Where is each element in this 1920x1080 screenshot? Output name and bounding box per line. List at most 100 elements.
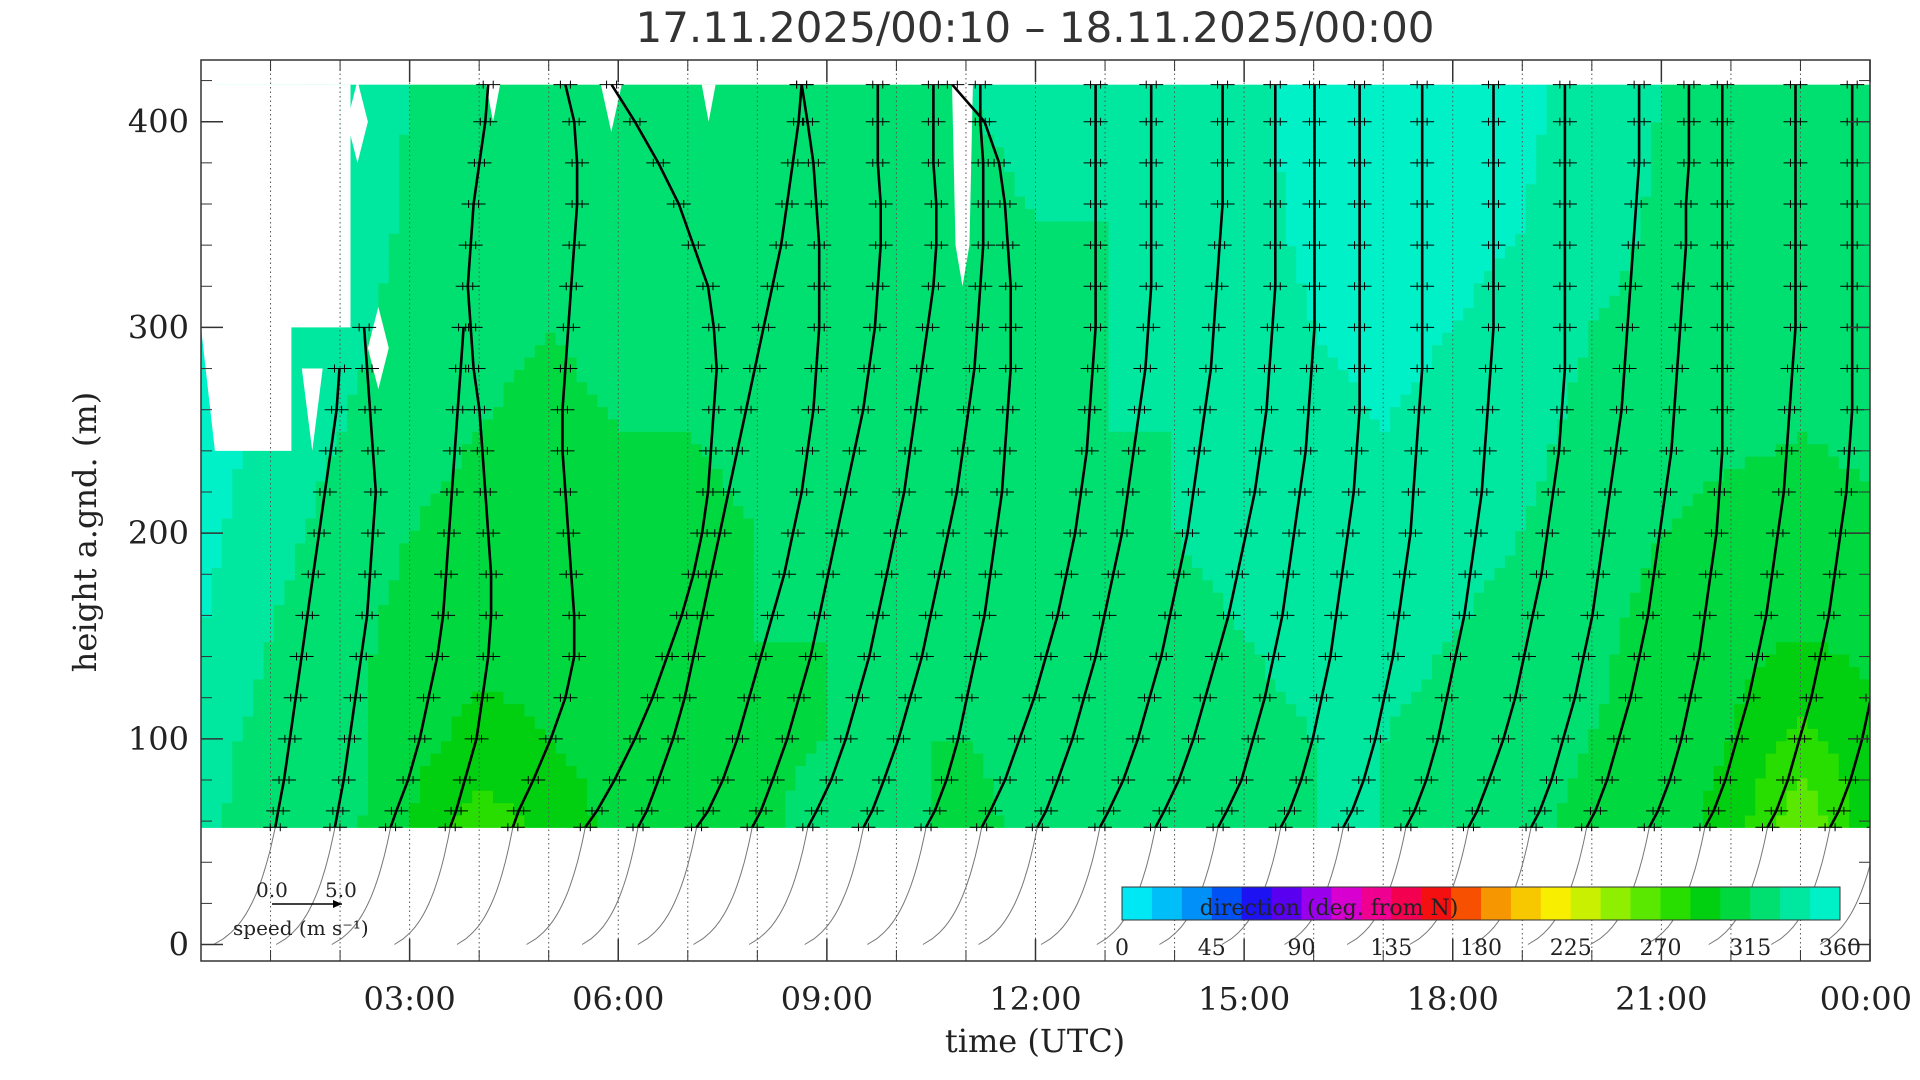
heatmap-cell xyxy=(326,802,338,816)
heatmap-cell xyxy=(764,493,776,507)
heatmap-cell xyxy=(837,814,849,828)
heatmap-cell xyxy=(764,579,776,593)
heatmap-cell xyxy=(253,629,265,643)
heatmap-cell xyxy=(920,555,932,568)
heatmap-cell xyxy=(722,666,734,680)
heatmap-cell xyxy=(983,208,995,222)
heatmap-cell xyxy=(336,493,348,507)
heatmap-cell xyxy=(399,84,411,98)
heatmap-cell xyxy=(879,703,891,717)
heatmap-cell xyxy=(1045,517,1057,531)
heatmap-cell xyxy=(826,666,838,680)
heatmap-cell xyxy=(816,604,828,618)
heatmap-cell xyxy=(826,814,838,828)
heatmap-cell xyxy=(993,740,1005,754)
heatmap-cell xyxy=(983,270,995,284)
heatmap-cell xyxy=(493,183,505,197)
heatmap-cell xyxy=(659,765,671,779)
heatmap-cell xyxy=(952,555,964,568)
heatmap-cell xyxy=(472,109,484,123)
heatmap-cell xyxy=(732,765,745,779)
heatmap-cell xyxy=(858,183,870,197)
heatmap-cell xyxy=(440,814,452,828)
heatmap-cell xyxy=(659,629,671,643)
heatmap-cell xyxy=(889,555,901,568)
heatmap-cell xyxy=(1025,616,1037,630)
heatmap-cell xyxy=(649,641,661,655)
heatmap-cell xyxy=(1004,468,1016,482)
heatmap-cell xyxy=(879,616,891,630)
heatmap-cell xyxy=(1004,455,1016,469)
heatmap-cell xyxy=(858,777,870,791)
heatmap-cell xyxy=(513,121,525,135)
heatmap-cell xyxy=(378,654,390,667)
heatmap-cell xyxy=(1056,728,1068,742)
heatmap-cell xyxy=(639,703,651,717)
heatmap-cell xyxy=(493,158,505,172)
heatmap-cell xyxy=(1004,480,1016,494)
heatmap-cell xyxy=(440,356,452,370)
heatmap-cell xyxy=(931,790,943,804)
heatmap-cell xyxy=(649,418,661,432)
heatmap-cell xyxy=(889,592,901,606)
heatmap-cell xyxy=(1035,84,1047,98)
heatmap-cell xyxy=(482,134,494,148)
heatmap-cell xyxy=(785,208,797,222)
heatmap-cell xyxy=(399,542,411,556)
heatmap-cell xyxy=(545,579,557,593)
heatmap-cell xyxy=(597,505,609,519)
heatmap-cell xyxy=(357,443,369,457)
heatmap-cell xyxy=(274,678,286,692)
heatmap-cell xyxy=(472,654,484,667)
heatmap-cell xyxy=(1035,715,1047,729)
heatmap-cell xyxy=(576,691,588,705)
heatmap-cell xyxy=(899,134,911,148)
heatmap-cell xyxy=(253,468,265,482)
heatmap-cell xyxy=(378,394,390,408)
heatmap-cell xyxy=(221,666,233,680)
heatmap-cell xyxy=(576,245,588,259)
heatmap-cell xyxy=(680,542,692,556)
heatmap-cell xyxy=(420,740,432,754)
heatmap-cell xyxy=(440,703,452,717)
heatmap-cell xyxy=(785,270,797,284)
heatmap-cell xyxy=(586,109,598,123)
heatmap-cell xyxy=(868,295,880,309)
heatmap-cell xyxy=(472,245,484,259)
heatmap-cell xyxy=(806,455,818,469)
heatmap-cell xyxy=(879,777,891,791)
heatmap-cell xyxy=(482,802,494,816)
heatmap-cell xyxy=(1004,245,1016,259)
heatmap-cell xyxy=(868,158,880,172)
heatmap-cell xyxy=(472,84,484,98)
heatmap-cell xyxy=(576,443,588,457)
heatmap-cell xyxy=(586,332,598,346)
heatmap-cell xyxy=(639,678,651,692)
heatmap-cell xyxy=(858,530,870,544)
heatmap-cell xyxy=(732,431,745,445)
heatmap-cell xyxy=(952,282,964,296)
heatmap-cell xyxy=(586,344,598,358)
heatmap-cell xyxy=(879,765,891,779)
heatmap-cell xyxy=(910,455,922,469)
heatmap-cell xyxy=(628,678,640,692)
heatmap-cell xyxy=(263,468,275,482)
heatmap-cell xyxy=(294,431,306,445)
heatmap-cell xyxy=(712,616,724,630)
heatmap-cell xyxy=(806,715,818,729)
heatmap-cell xyxy=(545,319,557,333)
heatmap-cell xyxy=(305,604,317,618)
heatmap-cell xyxy=(336,406,348,420)
heatmap-cell xyxy=(1035,146,1047,160)
heatmap-cell xyxy=(889,777,901,791)
heatmap-cell xyxy=(367,121,379,135)
heatmap-cell xyxy=(701,431,713,445)
heatmap-cell xyxy=(847,616,859,630)
heatmap-cell xyxy=(858,715,870,729)
heatmap-cell xyxy=(201,753,213,767)
heatmap-cell xyxy=(482,233,494,247)
heatmap-cell xyxy=(837,579,849,593)
heatmap-cell xyxy=(879,406,891,420)
heatmap-cell xyxy=(931,406,943,420)
heatmap-cell xyxy=(534,406,546,420)
